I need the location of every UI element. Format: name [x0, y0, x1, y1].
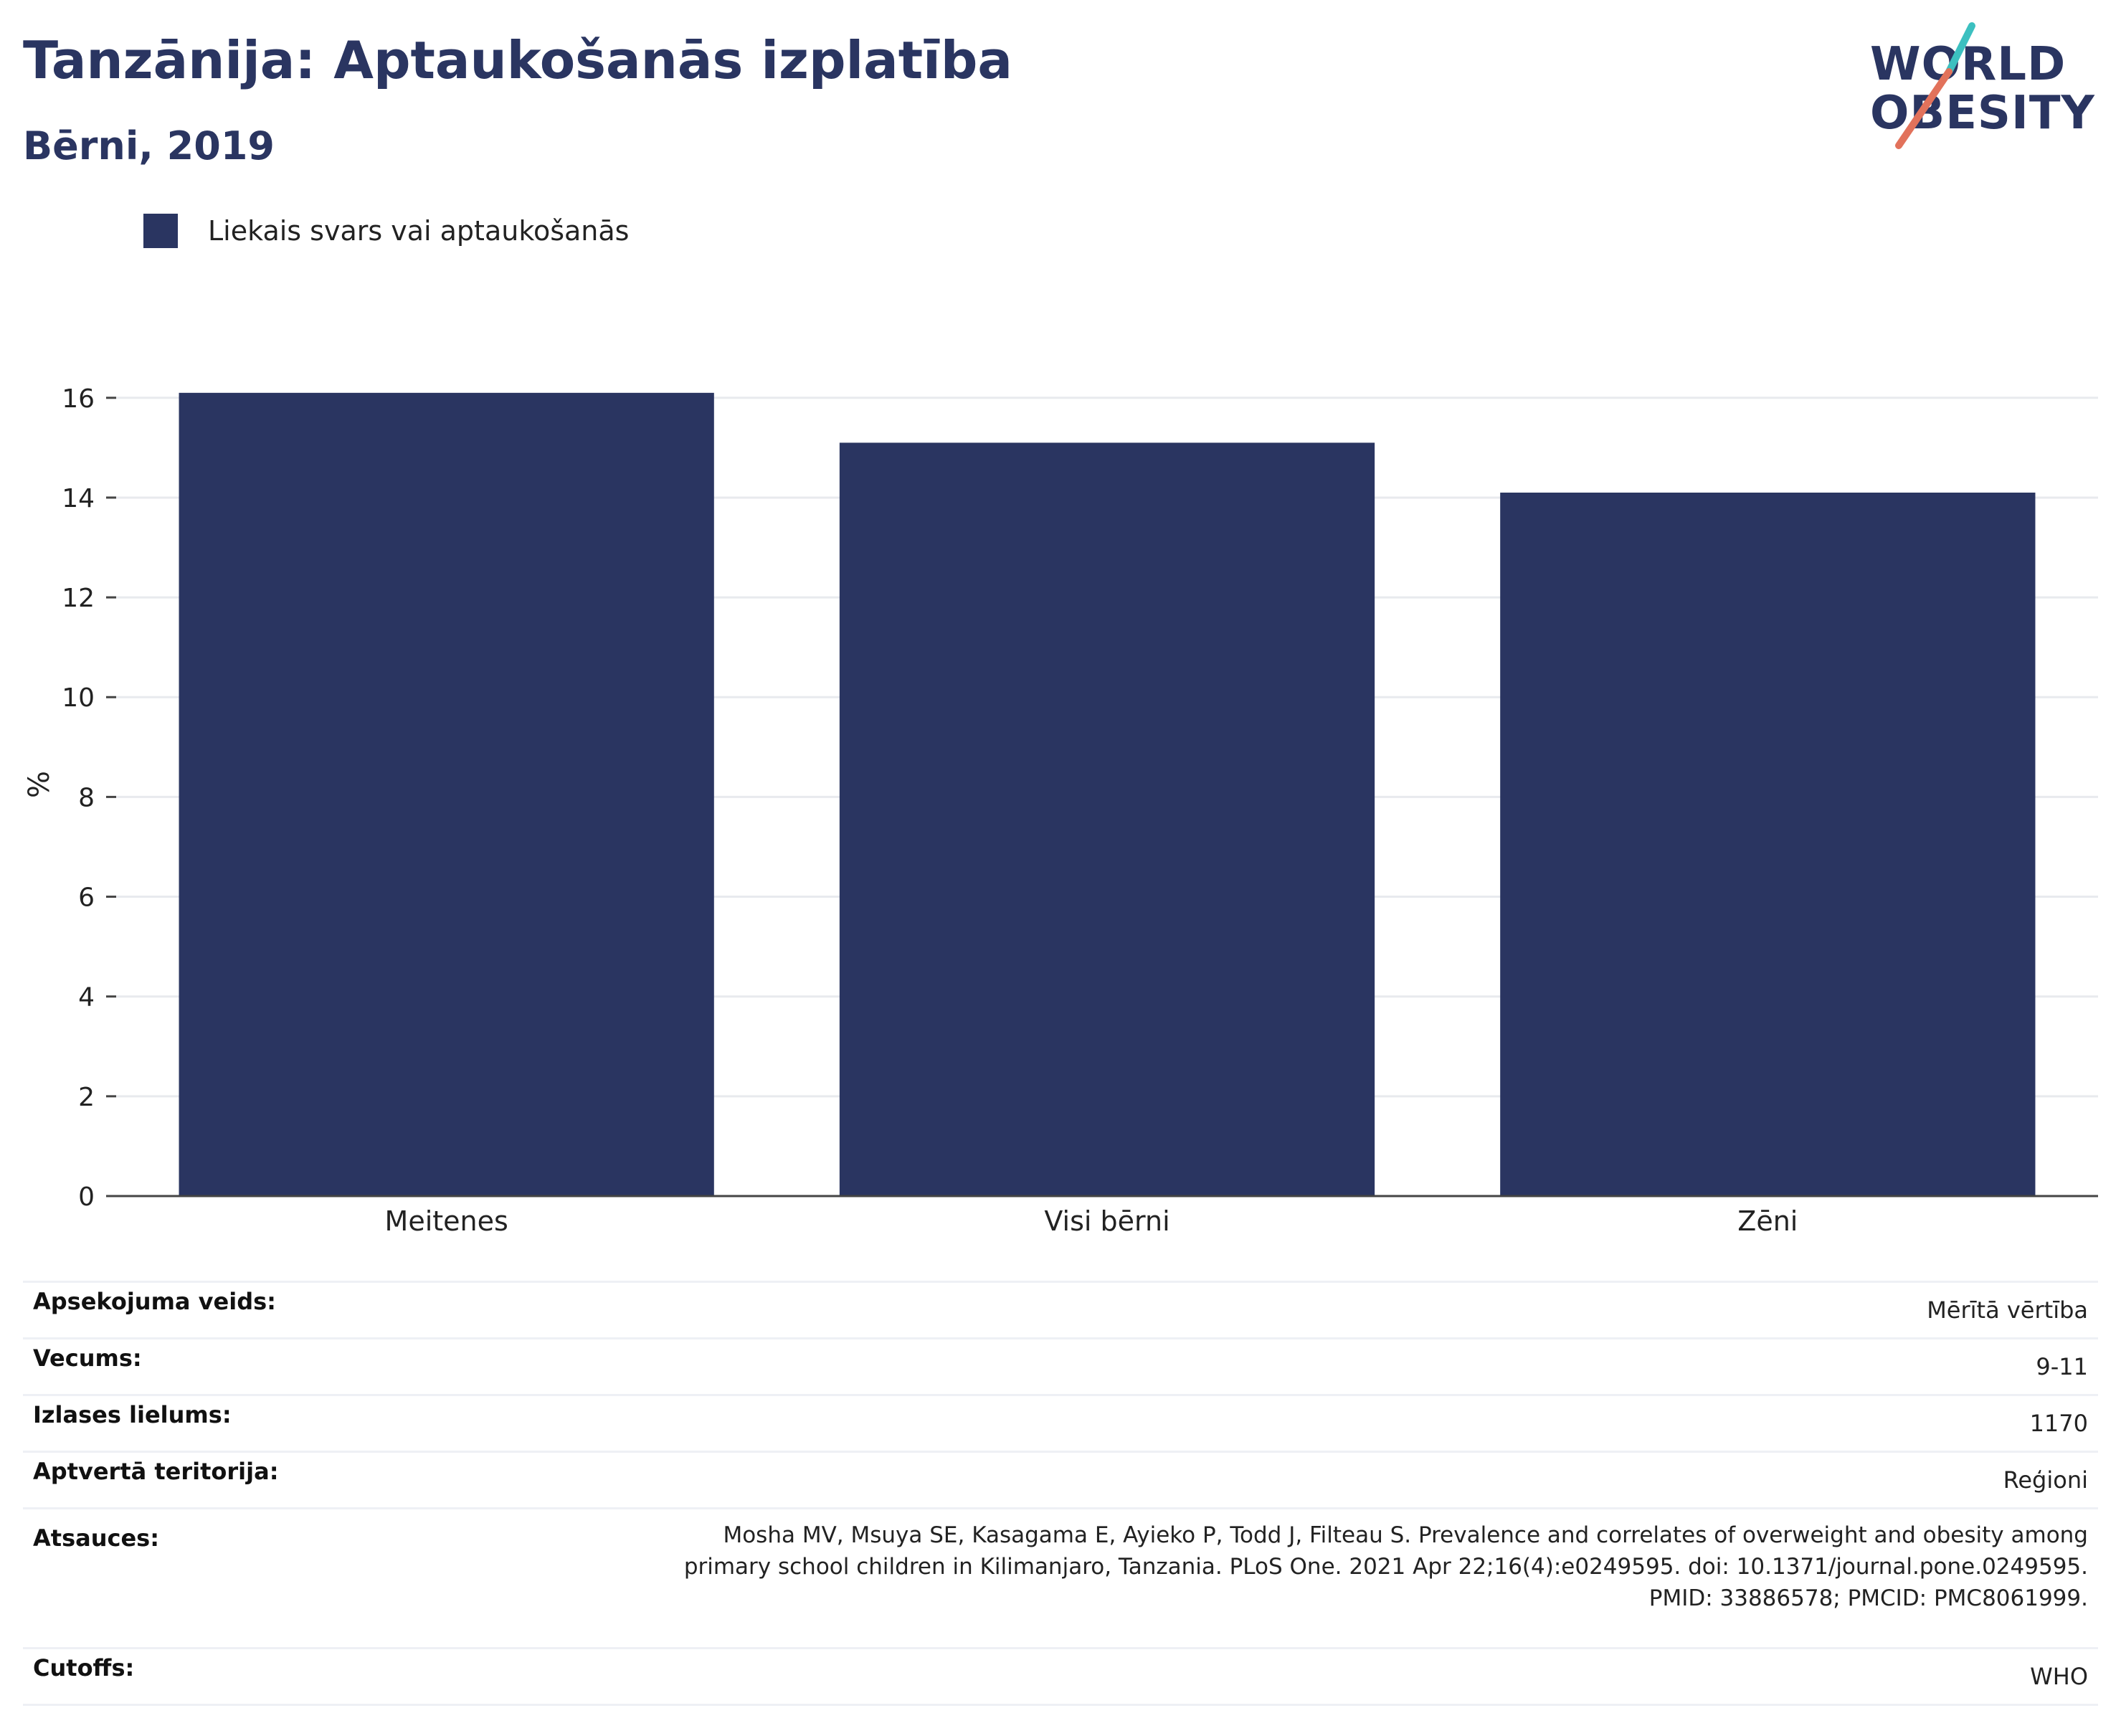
chart-legend: Liekais svars vai aptaukošanās: [143, 214, 629, 248]
legend-label: Liekais svars vai aptaukošanās: [208, 215, 630, 247]
metadata-value: 9-11: [473, 1337, 2098, 1396]
metadata-key: Atsauces:: [23, 1507, 473, 1649]
y-axis-label: %: [23, 771, 56, 798]
bar-z-ni: [1500, 492, 2036, 1196]
bar-meitenes: [179, 392, 714, 1196]
bar-chart: 0 2 4 6 8 10 12 14 16% Meitenes Visi bērni Zēni: [23, 384, 2098, 1237]
metadata-row: Vecums: 9-11: [23, 1337, 2098, 1396]
x-tick-label: Meitenes: [385, 1205, 508, 1237]
y-tick-label: 2: [78, 1083, 95, 1112]
y-tick-label: 6: [78, 883, 95, 913]
metadata-table: Apsekojuma veids: Mērītā vērtība Vecums: 9-…: [23, 1281, 2098, 1706]
metadata-row: Aptvertā teritorija: Reģioni: [23, 1451, 2098, 1509]
y-tick-label: 16: [62, 384, 95, 414]
metadata-key: Izlases lielums:: [23, 1394, 473, 1453]
y-tick-label: 0: [78, 1182, 95, 1212]
x-tick-label: Zēni: [1737, 1205, 1798, 1237]
metadata-value: 1170: [473, 1394, 2098, 1453]
chart-title: Tanzānija: Aptaukošanās izplatība: [23, 30, 1012, 90]
y-tick-label: 14: [62, 484, 95, 513]
metadata-value: Mērītā vērtība: [473, 1281, 2098, 1339]
y-tick-label: 12: [62, 584, 95, 613]
metadata-value: Mosha MV, Msuya SE, Kasagama E, Ayieko P…: [473, 1507, 2098, 1649]
chart-subtitle: Bērni, 2019: [23, 123, 275, 169]
reference-text: Mosha MV, Msuya SE, Kasagama E, Ayieko P…: [683, 1522, 2088, 1611]
y-tick-label: 4: [78, 983, 95, 1012]
metadata-key: Apsekojuma veids:: [23, 1281, 473, 1339]
y-tick-label: 10: [62, 683, 95, 713]
bar-visi-b-rni: [839, 442, 1375, 1197]
logo-slash-icon: [1895, 22, 1975, 149]
metadata-key: Cutoffs:: [23, 1647, 473, 1706]
metadata-key: Vecums:: [23, 1337, 473, 1396]
metadata-value: Reģioni: [473, 1451, 2098, 1509]
metadata-key: Aptvertā teritorija:: [23, 1451, 473, 1509]
logo-text-world: WORLD: [1870, 38, 2067, 91]
metadata-row: Atsauces: Mosha MV, Msuya SE, Kasagama E,…: [23, 1507, 2098, 1649]
legend-swatch: [143, 214, 178, 248]
world-obesity-logo: WORLD OBESITY: [1864, 20, 2108, 156]
metadata-row: Apsekojuma veids: Mērītā vērtība: [23, 1281, 2098, 1339]
metadata-row: Cutoffs: WHO: [23, 1647, 2098, 1706]
x-tick-label: Visi bērni: [1044, 1205, 1169, 1237]
metadata-value: WHO: [473, 1647, 2098, 1706]
metadata-row: Izlases lielums: 1170: [23, 1394, 2098, 1453]
y-tick-label: 8: [78, 783, 95, 812]
